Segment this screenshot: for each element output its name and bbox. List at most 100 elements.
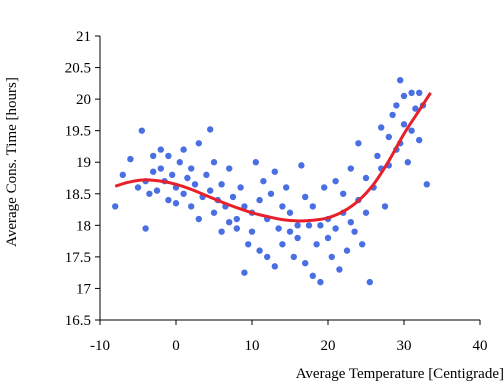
y-tick-label: 17 bbox=[76, 281, 92, 297]
data-point bbox=[157, 146, 164, 153]
data-point bbox=[309, 203, 316, 210]
x-axis-ticks: -10 0 10 20 30 40 bbox=[90, 320, 488, 354]
data-point bbox=[226, 218, 233, 226]
y-tick-label: 20 bbox=[76, 92, 91, 108]
y-tick-label: 18 bbox=[76, 218, 91, 234]
data-point bbox=[142, 225, 149, 232]
data-point bbox=[286, 228, 294, 235]
data-point bbox=[210, 159, 218, 166]
data-point bbox=[207, 126, 214, 133]
data-point bbox=[359, 241, 366, 248]
data-point bbox=[157, 165, 164, 172]
data-point bbox=[233, 225, 240, 232]
data-point bbox=[165, 152, 172, 160]
data-point bbox=[332, 225, 339, 232]
data-point bbox=[229, 193, 237, 201]
data-point bbox=[378, 124, 385, 131]
data-point bbox=[286, 209, 294, 216]
data-point bbox=[336, 266, 343, 273]
data-point bbox=[138, 127, 145, 134]
data-point bbox=[385, 133, 392, 141]
data-point bbox=[397, 76, 404, 84]
data-point bbox=[302, 260, 309, 267]
y-tick-label: 17.5 bbox=[65, 250, 91, 266]
data-point bbox=[343, 247, 351, 254]
data-point bbox=[416, 136, 423, 144]
data-point bbox=[165, 196, 172, 204]
data-point bbox=[210, 209, 218, 216]
x-tick-label: 30 bbox=[397, 338, 412, 354]
data-point bbox=[256, 196, 263, 204]
data-point bbox=[340, 190, 347, 197]
data-point bbox=[366, 278, 373, 286]
data-point bbox=[313, 241, 320, 248]
data-point bbox=[374, 152, 381, 160]
data-point bbox=[264, 253, 271, 261]
data-point bbox=[328, 253, 335, 261]
data-point bbox=[302, 193, 309, 201]
data-point bbox=[279, 203, 286, 210]
data-point bbox=[355, 140, 362, 147]
y-tick-label: 18.5 bbox=[65, 187, 91, 203]
data-point bbox=[218, 228, 225, 235]
data-point bbox=[112, 203, 119, 210]
data-point bbox=[134, 184, 142, 191]
y-tick-label: 16.5 bbox=[65, 313, 91, 329]
data-point bbox=[248, 228, 256, 235]
data-point bbox=[294, 234, 301, 242]
data-point bbox=[176, 159, 183, 166]
data-point bbox=[267, 190, 275, 197]
data-point bbox=[416, 89, 423, 97]
data-point bbox=[351, 228, 358, 235]
x-axis-label: Average Temperature [Centigrade] bbox=[296, 366, 504, 382]
trend-line bbox=[114, 91, 432, 223]
data-point bbox=[195, 140, 202, 147]
data-point bbox=[241, 269, 248, 276]
data-point bbox=[347, 218, 354, 226]
x-tick-label: 20 bbox=[321, 338, 336, 354]
y-axis-ticks: 16.5 17 17.5 18 18.5 19 19.5 20 20.5 21 bbox=[65, 29, 100, 329]
data-point bbox=[150, 152, 157, 160]
data-point bbox=[127, 155, 134, 163]
x-tick-label: 0 bbox=[172, 338, 180, 354]
x-tick-label: 10 bbox=[245, 338, 260, 354]
data-point bbox=[153, 187, 161, 194]
data-point bbox=[279, 241, 286, 248]
data-point bbox=[237, 184, 244, 191]
data-point bbox=[146, 190, 153, 197]
data-point bbox=[207, 187, 214, 194]
data-point bbox=[245, 241, 252, 248]
data-point bbox=[408, 127, 415, 134]
data-point bbox=[347, 165, 354, 172]
data-point bbox=[203, 171, 210, 179]
data-point bbox=[404, 159, 411, 166]
data-point bbox=[321, 184, 328, 191]
y-tick-label: 19 bbox=[76, 155, 91, 171]
data-point bbox=[184, 174, 191, 182]
data-point bbox=[362, 174, 370, 182]
data-point bbox=[393, 102, 400, 109]
data-point bbox=[188, 165, 195, 172]
data-point bbox=[400, 121, 408, 128]
data-point bbox=[252, 159, 259, 166]
data-point bbox=[241, 203, 248, 210]
data-point bbox=[381, 203, 389, 210]
data-point bbox=[400, 92, 408, 100]
data-point bbox=[305, 222, 313, 229]
data-point bbox=[298, 162, 305, 169]
data-point bbox=[218, 181, 225, 188]
data-point bbox=[256, 247, 263, 254]
data-point bbox=[294, 222, 301, 229]
data-point bbox=[180, 190, 187, 197]
data-point bbox=[317, 278, 324, 286]
data-point bbox=[317, 222, 324, 229]
data-point bbox=[233, 215, 240, 223]
y-axis-label: Average Cons. Time [hours] bbox=[4, 77, 20, 247]
data-point bbox=[412, 105, 419, 112]
data-point bbox=[172, 200, 180, 207]
data-point bbox=[150, 168, 157, 175]
data-point bbox=[290, 253, 297, 261]
data-point bbox=[260, 177, 267, 185]
data-point bbox=[188, 203, 195, 210]
data-point bbox=[119, 171, 127, 179]
